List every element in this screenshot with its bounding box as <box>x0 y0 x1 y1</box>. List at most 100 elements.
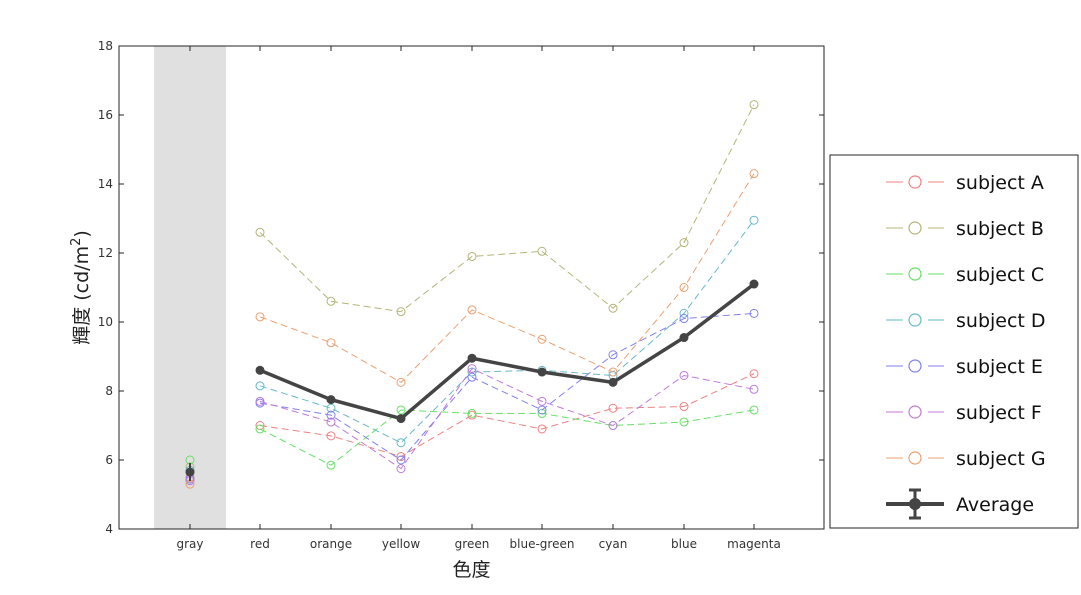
average-point <box>749 279 759 289</box>
data-point-subject-f <box>749 384 759 394</box>
legend-entry-subject-b: subject B <box>886 218 1044 240</box>
gray-highlight-band <box>154 46 226 529</box>
data-point-subject-f <box>255 396 265 406</box>
data-point-subject-c <box>326 460 336 470</box>
legend-label-subject-f: subject F <box>956 402 1042 424</box>
legend-marker-subject-g <box>908 451 922 465</box>
data-point-subject-g <box>255 312 265 322</box>
y-tick-label: 4 <box>105 522 113 536</box>
y-axis-ticks: 4 6 8 10 12 14 16 18 <box>98 39 824 536</box>
series-line-subject-g <box>259 173 755 383</box>
legend-marker-subject-f <box>908 405 922 419</box>
legend-entry-subject-f: subject F <box>886 402 1042 424</box>
data-point-subject-b <box>608 303 618 313</box>
data-point-subject-e <box>467 372 477 382</box>
x-axis-ticks: gray red orange yellow green blue-green cyan bl… <box>176 46 781 551</box>
average-point <box>467 353 477 363</box>
data-point-subject-c <box>679 417 689 427</box>
data-point-subject-a <box>679 402 689 412</box>
series-average <box>185 279 759 482</box>
data-point-subject-a <box>608 403 618 413</box>
series-layer <box>185 100 759 489</box>
legend-marker-subject-b <box>908 221 922 235</box>
data-point-subject-d <box>749 215 759 225</box>
data-point-subject-g <box>679 283 689 292</box>
data-point-subject-g <box>537 334 547 344</box>
data-point-subject-d <box>255 381 265 391</box>
series-line-subject-b <box>259 104 755 313</box>
series-subject-b <box>185 100 759 472</box>
y-tick-label: 8 <box>105 384 113 398</box>
average-point <box>326 395 336 405</box>
y-axis-label-main: 輝度 (cd/m <box>71 246 93 345</box>
plot-area: 4 6 8 10 12 14 16 18 gray red orange yellow green bl… <box>98 39 825 551</box>
legend-marker-subject-e <box>908 359 922 373</box>
data-point-subject-c <box>749 405 759 415</box>
data-point-subject-e <box>326 410 336 420</box>
data-point-subject-e <box>679 314 689 324</box>
legend-marker-average <box>909 498 921 510</box>
x-tick-label-green: green <box>455 537 490 551</box>
y-tick-label: 18 <box>98 39 113 53</box>
data-point-subject-b <box>396 307 406 317</box>
average-line <box>259 282 756 421</box>
x-tick-label-gray: gray <box>176 537 203 551</box>
data-point-subject-b <box>537 246 547 256</box>
x-tick-label-red: red <box>250 537 270 551</box>
legend-entry-subject-g: subject G <box>886 448 1046 470</box>
data-point-subject-d <box>679 308 689 318</box>
average-point <box>537 367 547 377</box>
average-point <box>255 365 265 375</box>
data-point-subject-b <box>749 100 759 110</box>
data-point-subject-f <box>396 464 406 474</box>
data-point-subject-g <box>467 305 477 315</box>
legend-entry-subject-a: subject A <box>886 172 1044 194</box>
y-axis-label-close: ) <box>71 230 93 237</box>
y-tick-label: 12 <box>98 246 113 260</box>
legend-marker-subject-d <box>908 313 922 327</box>
data-point-subject-f <box>679 370 689 380</box>
legend-label-subject-c: subject C <box>956 264 1044 286</box>
series-subject-e <box>185 308 759 484</box>
x-tick-label-cyan: cyan <box>599 537 628 551</box>
data-point-subject-f <box>326 417 336 427</box>
average-point <box>185 467 195 477</box>
y-axis-label: 輝度 (cd/m2) <box>69 230 93 345</box>
legend-entry-subject-e: subject E <box>886 356 1043 378</box>
data-point-subject-g <box>326 338 336 348</box>
data-point-subject-g <box>608 367 618 377</box>
data-point-subject-a <box>326 431 336 441</box>
series-subject-g <box>185 169 759 489</box>
legend-label-subject-g: subject G <box>956 448 1046 470</box>
data-point-subject-b <box>255 227 265 237</box>
x-axis-label: 色度 <box>452 559 490 581</box>
legend-entry-subject-d: subject D <box>886 310 1046 332</box>
y-tick-label: 14 <box>98 177 113 191</box>
data-point-subject-d <box>326 403 336 413</box>
x-tick-label-yellow: yellow <box>382 537 420 551</box>
data-point-subject-f <box>537 396 547 406</box>
data-point-subject-c <box>396 405 406 415</box>
x-tick-label-blue-green: blue-green <box>510 537 575 551</box>
data-point-subject-f <box>467 364 477 374</box>
data-point-subject-e <box>749 308 759 318</box>
legend-label-average: Average <box>956 494 1034 516</box>
data-point-subject-b <box>326 296 336 306</box>
series-line-subject-f <box>259 367 755 470</box>
data-point-subject-a <box>537 424 547 434</box>
legend-entry-subject-c: subject C <box>886 264 1044 286</box>
legend-label-subject-e: subject E <box>956 356 1043 378</box>
series-line-subject-e <box>259 312 755 461</box>
legend-marker-subject-c <box>908 267 922 281</box>
data-point-subject-c <box>255 424 265 434</box>
data-point-subject-a <box>749 369 759 379</box>
data-point-subject-f <box>608 421 618 430</box>
x-tick-label-magenta: magenta <box>727 537 781 551</box>
x-tick-label-blue: blue <box>671 537 697 551</box>
y-axis-label-superscript: 2 <box>69 238 84 246</box>
average-point <box>396 414 406 424</box>
data-point-subject-b <box>679 238 689 248</box>
legend-label-subject-a: subject A <box>956 172 1044 194</box>
x-tick-label-orange: orange <box>310 537 352 551</box>
